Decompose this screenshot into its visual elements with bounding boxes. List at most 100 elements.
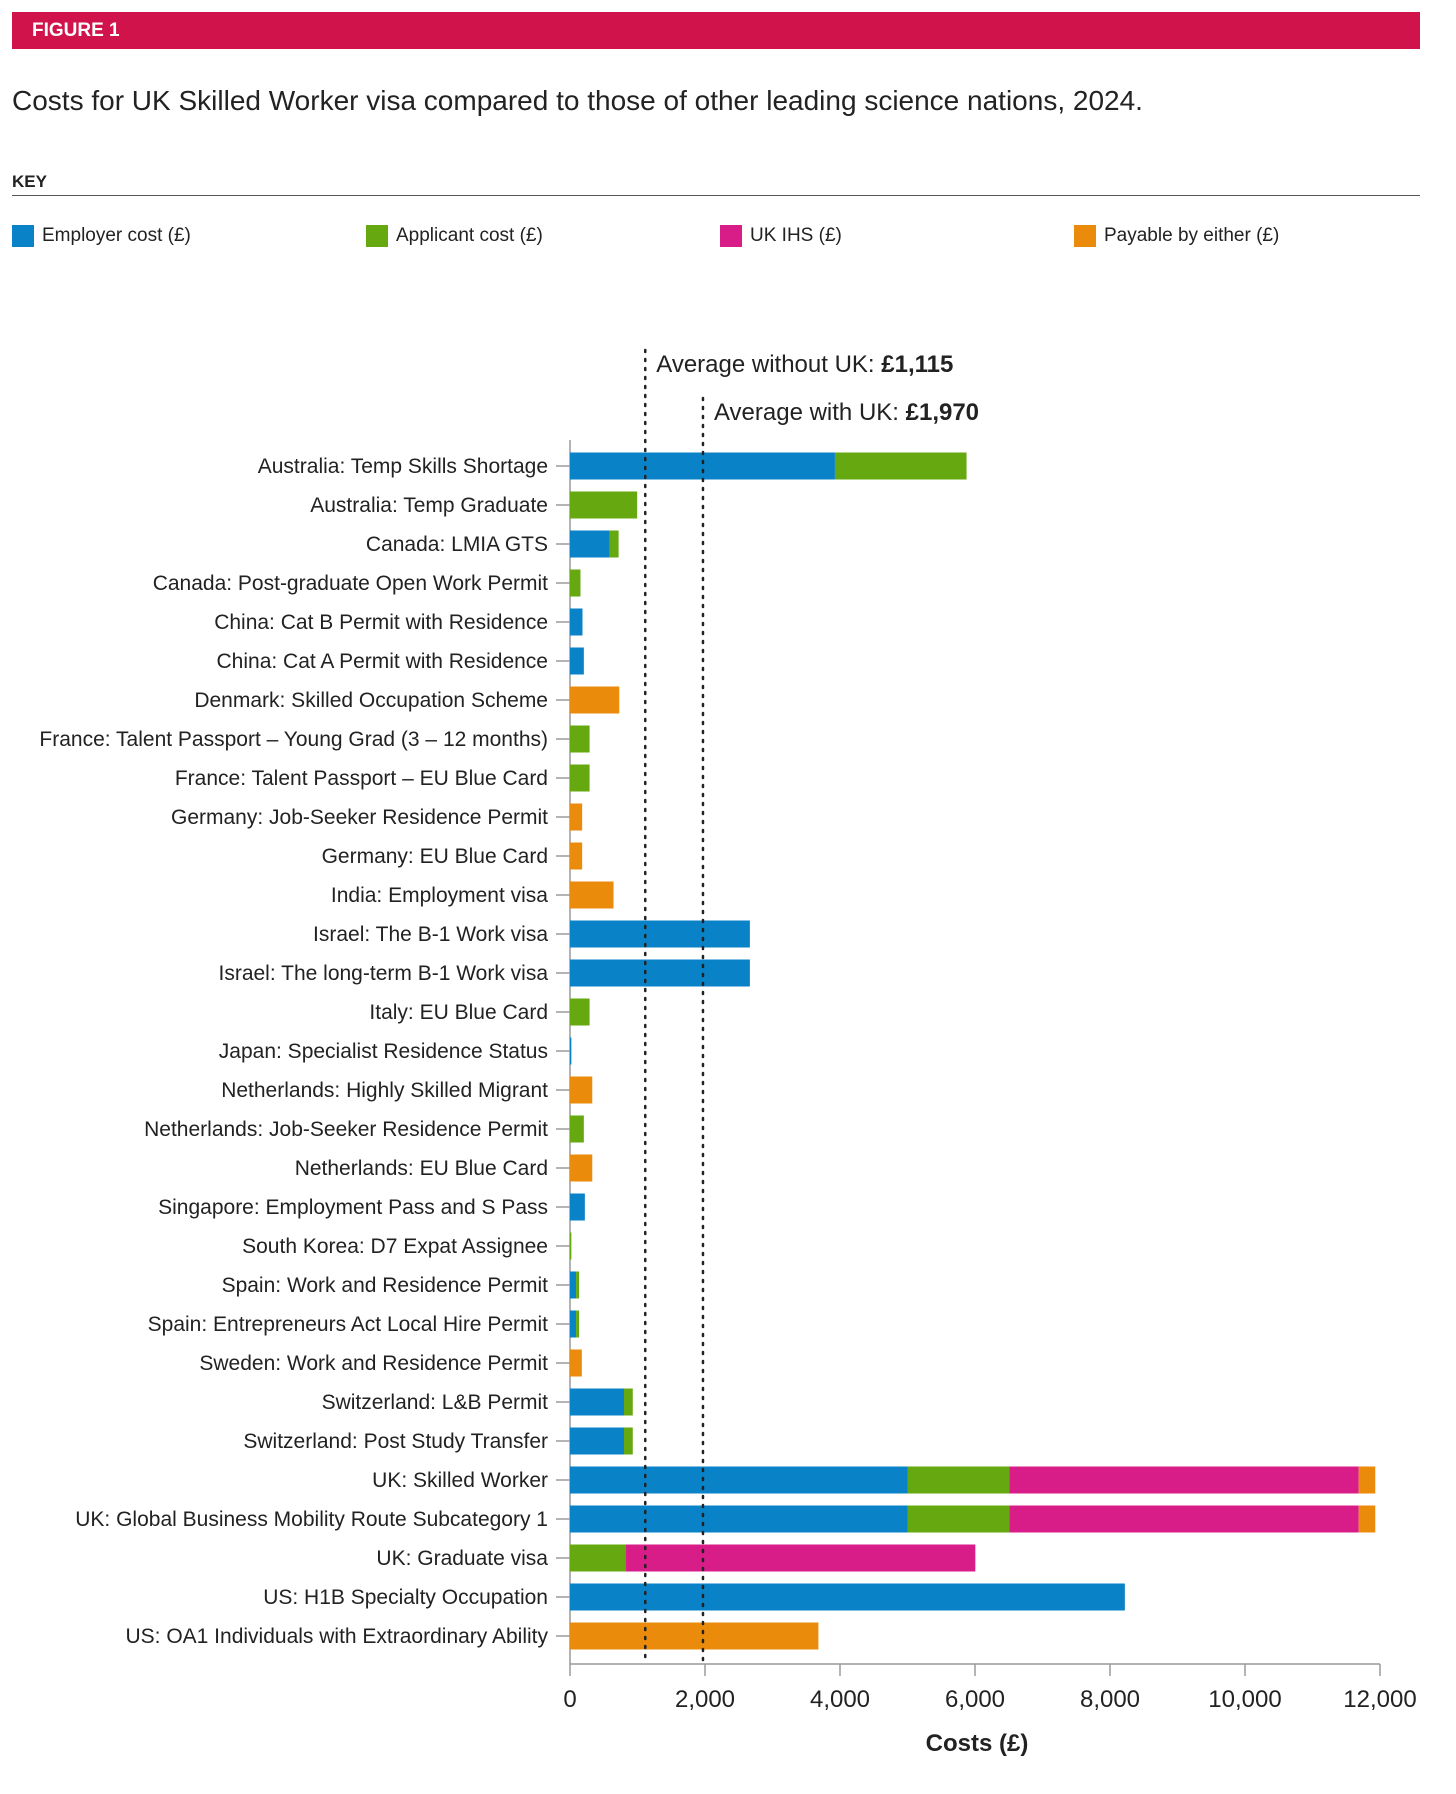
category-label: UK: Graduate visa [376, 1547, 548, 1570]
category-label: Switzerland: Post Study Transfer [243, 1430, 548, 1453]
bar-segment-either [570, 686, 620, 714]
legend-label-uk-ihs: UK IHS (£) [750, 225, 842, 246]
legend-swatch-applicant [366, 225, 388, 247]
reference-line-label: Average without UK: £1,115 [656, 351, 953, 378]
category-label: Germany: Job-Seeker Residence Permit [171, 806, 548, 829]
x-tick-label: 12,000 [1343, 1686, 1416, 1713]
category-label: China: Cat A Permit with Residence [217, 650, 549, 673]
bar-segment-either [570, 1076, 593, 1104]
bar-segment-applicant [576, 1271, 580, 1299]
bar-segment-applicant [907, 1466, 1010, 1494]
category-label: Canada: LMIA GTS [366, 533, 548, 556]
legend-swatch-uk-ihs [720, 225, 742, 247]
category-label: Switzerland: L&B Permit [322, 1391, 549, 1414]
bar-segment-uk-ihs [1009, 1505, 1359, 1533]
bar-segment-applicant [834, 452, 967, 480]
legend-either: Payable by either (£) [1074, 224, 1279, 248]
legend-label-applicant: Applicant cost (£) [396, 225, 543, 246]
bar-segment-applicant [570, 725, 590, 753]
legend-employer: Employer cost (£) [12, 224, 191, 248]
bar-segment-uk-ihs [1009, 1466, 1359, 1494]
bar-segment-applicant [624, 1388, 633, 1416]
category-label: Spain: Work and Residence Permit [222, 1274, 549, 1297]
bar-segment-either [570, 803, 583, 831]
bar-segment-applicant [570, 569, 581, 597]
category-label: Australia: Temp Graduate [310, 494, 548, 517]
category-label: Sweden: Work and Residence Permit [199, 1352, 548, 1375]
x-tick-label: 8,000 [1080, 1686, 1140, 1713]
bar-segment-employer [570, 608, 583, 636]
bar-segment-employer [570, 647, 584, 675]
category-label: India: Employment visa [331, 884, 548, 907]
reference-line-label: Average with UK: £1,970 [714, 399, 979, 426]
category-label: Israel: The B-1 Work visa [313, 923, 548, 946]
legend-applicant: Applicant cost (£) [366, 224, 543, 248]
reference-label-value: £1,970 [906, 399, 979, 426]
bar-segment-employer [570, 452, 835, 480]
category-label: US: OA1 Individuals with Extraordinary A… [125, 1625, 548, 1648]
bar-segment-employer [570, 1427, 624, 1455]
legend-uk-ihs: UK IHS (£) [720, 224, 842, 248]
category-label: South Korea: D7 Expat Assignee [242, 1235, 548, 1258]
x-tick-label: 10,000 [1208, 1686, 1281, 1713]
category-label: Italy: EU Blue Card [369, 1001, 548, 1024]
category-label: France: Talent Passport – EU Blue Card [175, 767, 548, 790]
bar-segment-employer [570, 1037, 572, 1065]
reference-label-value: £1,115 [881, 351, 953, 378]
key-heading: KEY [12, 172, 47, 191]
bar-segment-applicant [570, 1115, 584, 1143]
bar-segment-employer [570, 1271, 577, 1299]
bar-segment-applicant [576, 1310, 580, 1338]
bar-segment-employer [570, 1310, 577, 1338]
category-label: US: H1B Specialty Occupation [263, 1586, 548, 1609]
legend-swatch-employer [12, 225, 34, 247]
x-tick-label: 4,000 [810, 1686, 870, 1713]
category-label: China: Cat B Permit with Residence [214, 611, 548, 634]
category-label: Japan: Specialist Residence Status [219, 1040, 548, 1063]
bar-segment-employer [570, 1583, 1125, 1611]
bar-segment-applicant [570, 491, 638, 519]
bar-segment-either [570, 842, 583, 870]
figure-banner: FIGURE 1 [12, 12, 1420, 49]
bar-segment-employer [570, 1505, 908, 1533]
x-axis-title: Costs (£) [926, 1730, 1029, 1757]
legend-swatch-either [1074, 225, 1096, 247]
bar-segment-employer [570, 959, 750, 987]
bar-segment-employer [570, 1466, 908, 1494]
bar-segment-applicant [609, 530, 619, 558]
category-label: UK: Skilled Worker [372, 1469, 548, 1492]
x-tick-label: 6,000 [945, 1686, 1005, 1713]
key-divider [12, 195, 1420, 196]
legend-label-employer: Employer cost (£) [42, 225, 191, 246]
bar-segment-uk-ihs [626, 1544, 976, 1572]
bar-segment-employer [570, 1388, 624, 1416]
category-label: Netherlands: Highly Skilled Migrant [221, 1079, 548, 1102]
figure-label: FIGURE 1 [32, 20, 120, 41]
category-label: Canada: Post-graduate Open Work Permit [153, 572, 548, 595]
category-label: UK: Global Business Mobility Route Subca… [75, 1508, 548, 1531]
chart-title: Costs for UK Skilled Worker visa compare… [12, 85, 1143, 116]
bar-segment-either [570, 881, 614, 909]
bar-segment-either [570, 1622, 819, 1650]
bar-segment-applicant [624, 1427, 633, 1455]
category-label: Netherlands: EU Blue Card [295, 1157, 548, 1180]
category-label: Denmark: Skilled Occupation Scheme [194, 689, 548, 712]
reference-label-text: Average without UK: [656, 351, 881, 378]
bar-segment-applicant [907, 1505, 1010, 1533]
bar-segment-applicant [570, 1544, 627, 1572]
bar-segment-applicant [570, 1232, 572, 1260]
category-label: Netherlands: Job-Seeker Residence Permit [144, 1118, 548, 1141]
category-label: Spain: Entrepreneurs Act Local Hire Perm… [148, 1313, 549, 1336]
bar-segment-either [570, 1154, 593, 1182]
x-tick-label: 2,000 [675, 1686, 735, 1713]
bar-segment-applicant [570, 764, 590, 792]
category-label: Israel: The long-term B-1 Work visa [219, 962, 549, 985]
bar-segment-employer [570, 1193, 585, 1221]
bar-segment-employer [570, 530, 610, 558]
bar-segment-either [570, 1349, 582, 1377]
legend-label-either: Payable by either (£) [1104, 225, 1280, 246]
category-label: France: Talent Passport – Young Grad (3 … [39, 728, 548, 751]
bar-segment-either [1358, 1466, 1376, 1494]
category-label: Germany: EU Blue Card [322, 845, 548, 868]
